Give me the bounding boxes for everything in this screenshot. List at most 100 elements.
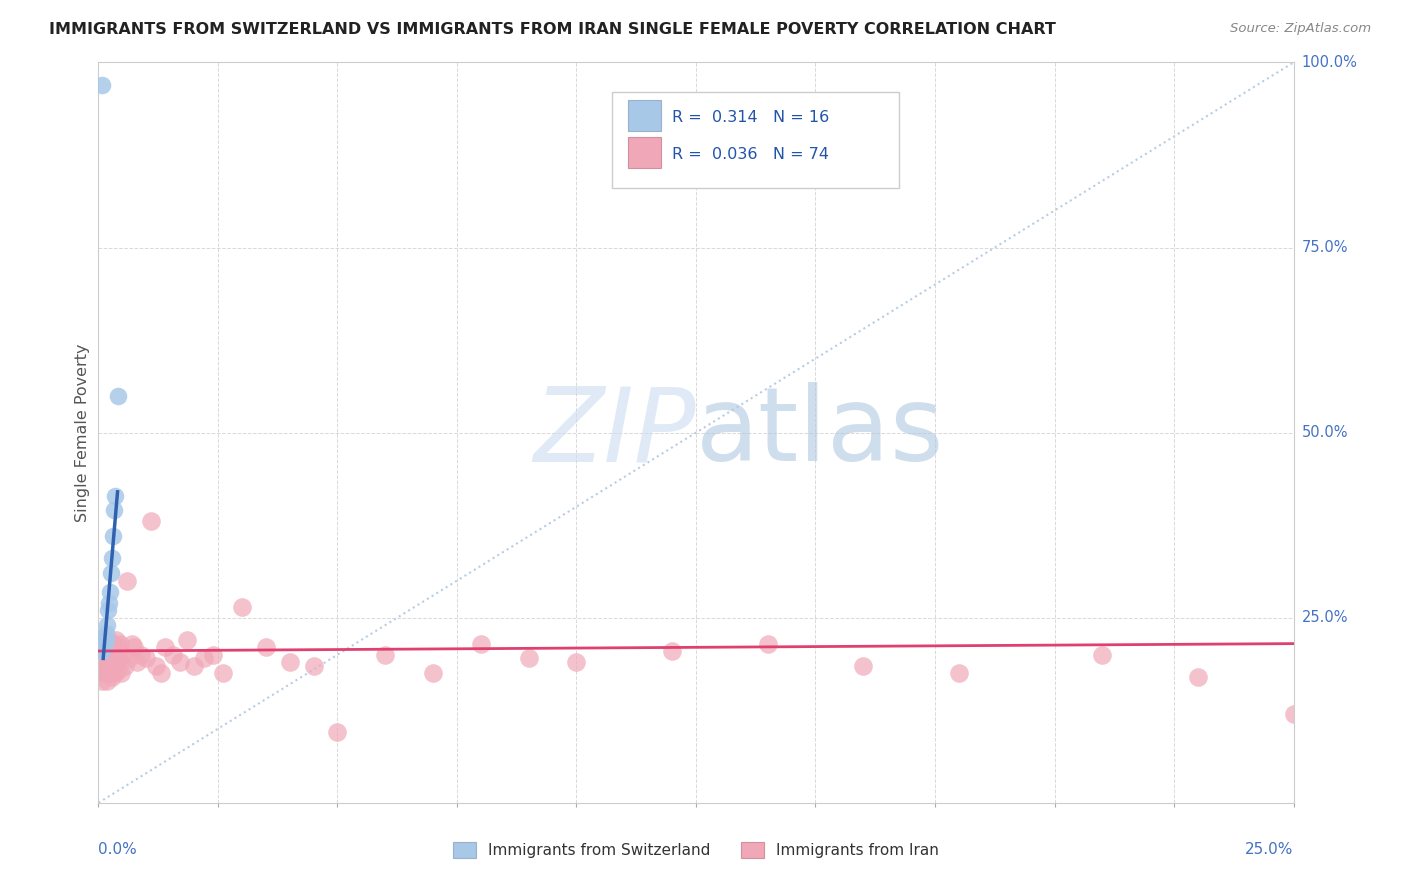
Text: 25.0%: 25.0% bbox=[1302, 610, 1348, 625]
Point bbox=[101, 551, 124, 566]
Text: IMMIGRANTS FROM SWITZERLAND VS IMMIGRANTS FROM IRAN SINGLE FEMALE POVERTY CORREL: IMMIGRANTS FROM SWITZERLAND VS IMMIGRANT… bbox=[49, 22, 1056, 37]
Text: R =  0.036   N = 74: R = 0.036 N = 74 bbox=[672, 147, 830, 162]
Point bbox=[91, 658, 114, 673]
Point bbox=[374, 648, 396, 662]
Point bbox=[155, 640, 177, 655]
Point bbox=[202, 648, 225, 662]
Point bbox=[131, 648, 153, 662]
Point bbox=[114, 658, 136, 673]
Point bbox=[254, 640, 277, 655]
Point bbox=[139, 515, 162, 529]
Point bbox=[98, 584, 121, 599]
Point bbox=[93, 666, 115, 681]
Point bbox=[104, 632, 127, 647]
Text: 50.0%: 50.0% bbox=[1302, 425, 1348, 440]
Point bbox=[96, 640, 118, 655]
Point bbox=[93, 640, 115, 655]
Point bbox=[98, 640, 122, 655]
Point bbox=[101, 529, 124, 543]
Point bbox=[91, 78, 114, 92]
Point bbox=[302, 658, 325, 673]
Point bbox=[110, 666, 132, 681]
Point bbox=[162, 648, 184, 662]
Point bbox=[101, 670, 124, 684]
Point bbox=[517, 651, 540, 665]
Point bbox=[111, 648, 134, 662]
Point bbox=[470, 637, 492, 651]
Point bbox=[91, 666, 114, 681]
Point bbox=[93, 651, 115, 665]
Point bbox=[118, 651, 141, 665]
Point bbox=[97, 603, 120, 617]
Bar bbox=[628, 137, 661, 169]
Text: 0.0%: 0.0% bbox=[98, 842, 138, 856]
Point bbox=[103, 658, 125, 673]
Point bbox=[96, 673, 118, 688]
Point bbox=[90, 651, 112, 665]
Point bbox=[96, 618, 118, 632]
FancyBboxPatch shape bbox=[613, 92, 900, 188]
Point bbox=[91, 637, 114, 651]
Point bbox=[1187, 670, 1209, 684]
Text: atlas: atlas bbox=[696, 382, 945, 483]
Point bbox=[97, 658, 120, 673]
Point bbox=[90, 663, 112, 677]
Point bbox=[852, 658, 875, 673]
Point bbox=[97, 648, 120, 662]
Bar bbox=[628, 100, 661, 131]
Point bbox=[96, 666, 118, 681]
Point bbox=[94, 651, 117, 665]
Point bbox=[101, 648, 124, 662]
Point bbox=[93, 629, 115, 643]
Point bbox=[91, 640, 114, 655]
Point bbox=[105, 651, 128, 665]
Point bbox=[104, 489, 127, 503]
Point bbox=[107, 640, 129, 655]
Point bbox=[91, 648, 114, 662]
Point bbox=[97, 632, 120, 647]
Point bbox=[193, 651, 215, 665]
Point bbox=[115, 574, 138, 588]
Point bbox=[565, 655, 588, 669]
Point bbox=[211, 666, 233, 681]
Point bbox=[661, 644, 683, 658]
Point bbox=[93, 632, 115, 647]
Y-axis label: Single Female Poverty: Single Female Poverty bbox=[75, 343, 90, 522]
Point bbox=[98, 666, 121, 681]
Point bbox=[121, 637, 143, 651]
Text: 100.0%: 100.0% bbox=[1302, 55, 1358, 70]
Point bbox=[103, 503, 125, 517]
Point bbox=[183, 658, 205, 673]
Point bbox=[107, 663, 129, 677]
Point bbox=[101, 637, 124, 651]
Point bbox=[100, 566, 122, 581]
Point bbox=[124, 640, 146, 655]
Point bbox=[100, 651, 122, 665]
Point bbox=[756, 637, 779, 651]
Point bbox=[145, 658, 167, 673]
Point bbox=[98, 655, 121, 669]
Text: Source: ZipAtlas.com: Source: ZipAtlas.com bbox=[1230, 22, 1371, 36]
Point bbox=[108, 651, 131, 665]
Point bbox=[278, 655, 301, 669]
Text: 25.0%: 25.0% bbox=[1246, 842, 1294, 856]
Text: R =  0.314   N = 16: R = 0.314 N = 16 bbox=[672, 111, 830, 126]
Point bbox=[422, 666, 444, 681]
Point bbox=[1282, 706, 1305, 721]
Point bbox=[104, 666, 127, 681]
Text: 75.0%: 75.0% bbox=[1302, 240, 1348, 255]
Point bbox=[94, 632, 117, 647]
Point bbox=[326, 725, 349, 739]
Point bbox=[94, 648, 117, 662]
Point bbox=[176, 632, 198, 647]
Legend: Immigrants from Switzerland, Immigrants from Iran: Immigrants from Switzerland, Immigrants … bbox=[453, 842, 939, 858]
Point bbox=[1091, 648, 1114, 662]
Point bbox=[125, 655, 148, 669]
Point bbox=[149, 666, 172, 681]
Point bbox=[94, 637, 117, 651]
Point bbox=[107, 388, 129, 402]
Point bbox=[110, 637, 132, 651]
Point bbox=[94, 625, 117, 640]
Point bbox=[91, 644, 114, 658]
Point bbox=[90, 673, 112, 688]
